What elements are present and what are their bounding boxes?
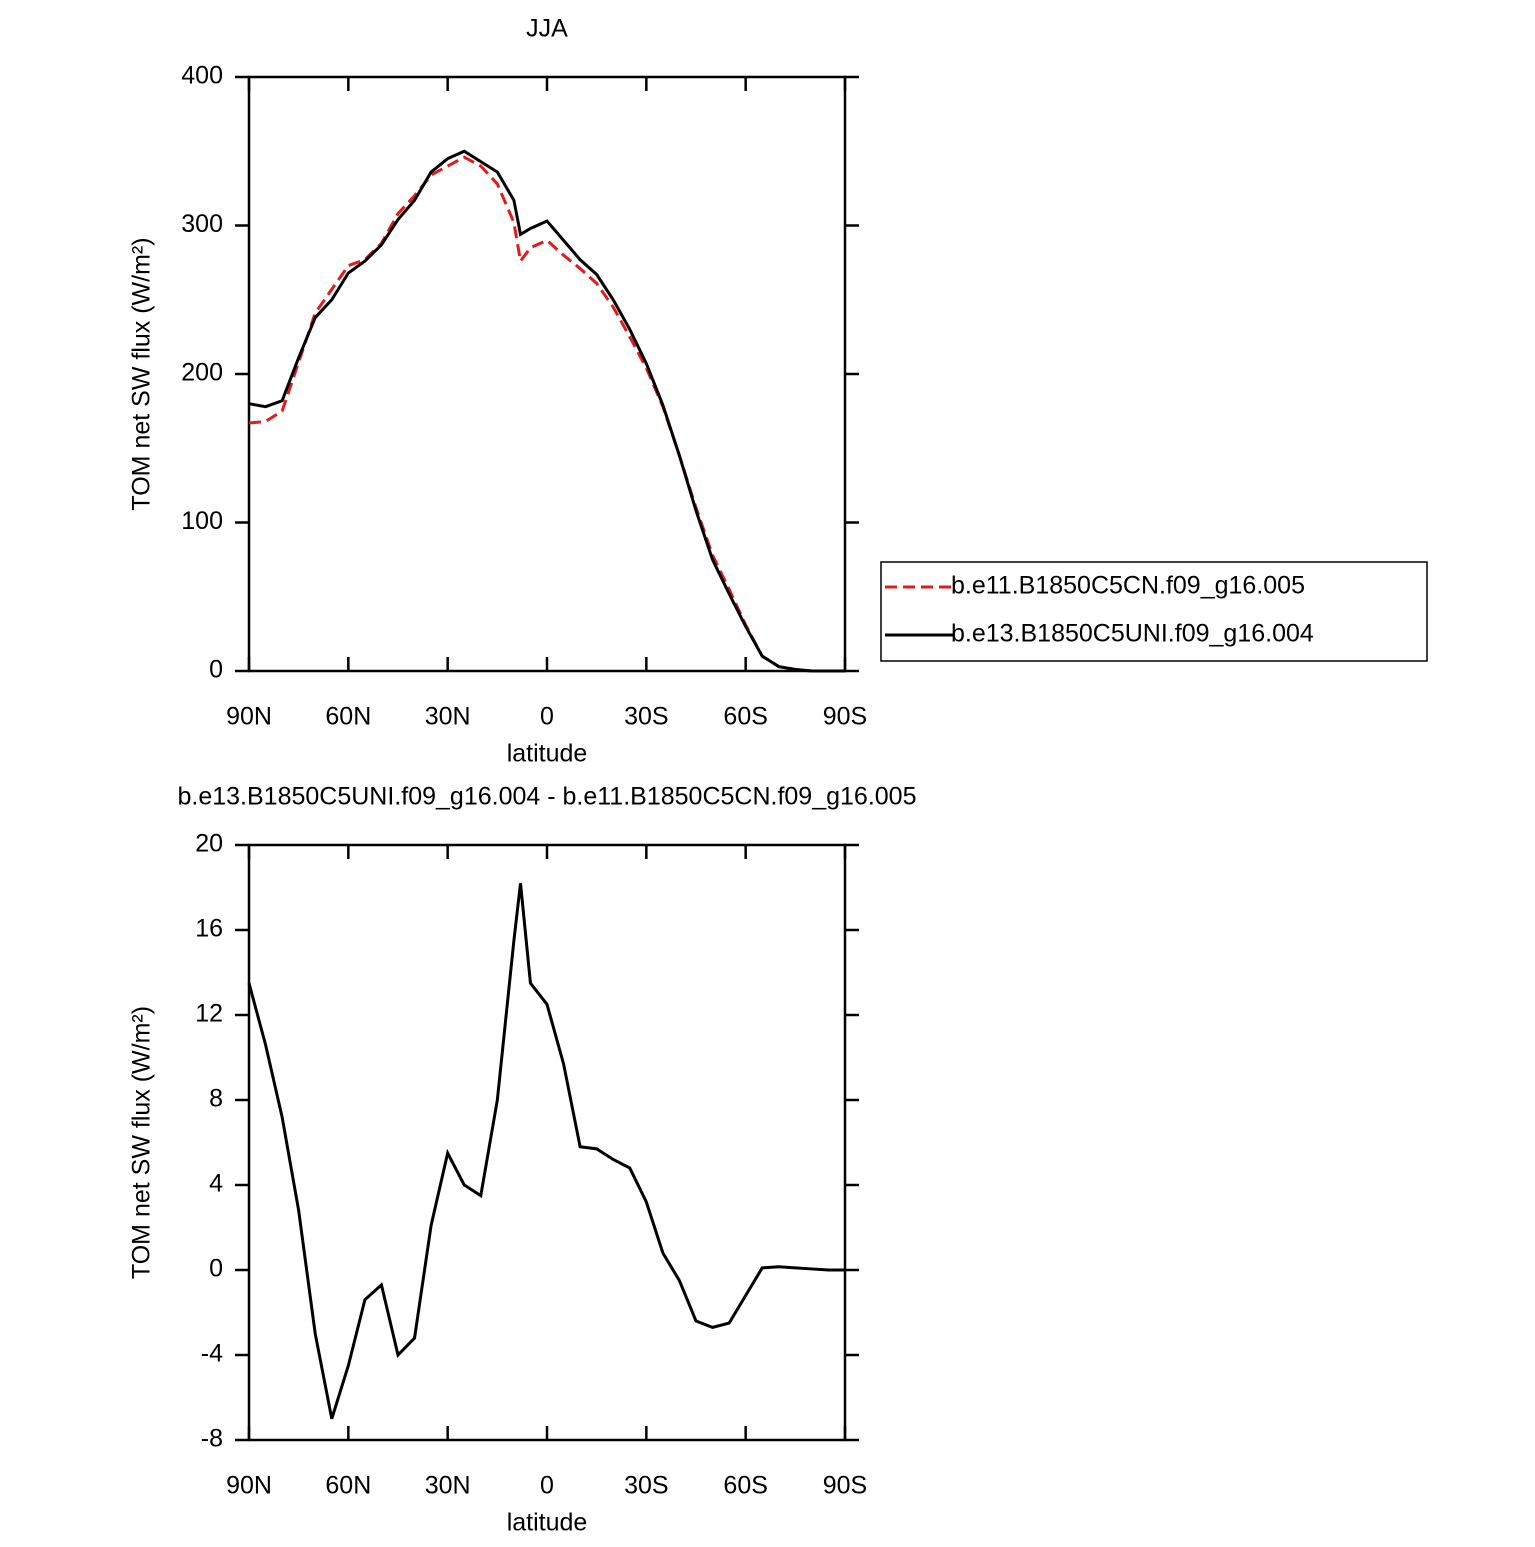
data-line (248, 149, 845, 673)
legend-label: b.e11.B1850C5CN.f09_g16.005 (951, 572, 1305, 600)
chart-title: b.e13.B1850C5UNI.f09_g16.004 - b.e11.B18… (178, 783, 917, 811)
x-tick-label: 90S (823, 1472, 867, 1500)
y-tick-label: 100 (181, 507, 223, 535)
y-tick-label: 0 (209, 656, 223, 684)
x-tick-label: 90N (226, 703, 272, 731)
legend-label: b.e13.B1850C5UNI.f09_g16.004 (951, 620, 1314, 648)
y-tick-label: 20 (195, 830, 223, 858)
y-axis-label: TOM net SW flux (W/m²) (128, 237, 156, 510)
y-tick-label: 300 (181, 210, 223, 238)
y-tick-label: 12 (195, 1000, 223, 1028)
x-axis-label: latitude (507, 1509, 588, 1537)
plot-frame (247, 75, 847, 673)
plot-frame (247, 843, 847, 1442)
y-axis-label: TOM net SW flux (W/m²) (128, 1006, 156, 1279)
x-tick-label: 0 (540, 1472, 554, 1500)
x-tick-label: 60N (325, 1472, 371, 1500)
y-tick-label: 0 (209, 1255, 223, 1283)
x-tick-label: 30N (425, 703, 471, 731)
y-tick-label: 400 (181, 62, 223, 90)
y-tick-label: 200 (181, 359, 223, 387)
chart-title: JJA (526, 15, 568, 43)
x-tick-label: 60S (723, 703, 767, 731)
data-line (248, 155, 845, 673)
y-tick-label: 4 (209, 1170, 223, 1198)
x-tick-label: 90N (226, 1472, 272, 1500)
x-axis-label: latitude (507, 740, 588, 768)
y-tick-label: 16 (195, 915, 223, 943)
y-tick-label: -8 (201, 1425, 223, 1453)
x-tick-label: 60N (325, 703, 371, 731)
y-tick-label: 8 (209, 1085, 223, 1113)
x-tick-label: 90S (823, 703, 867, 731)
x-tick-label: 30S (624, 703, 668, 731)
y-tick-label: -4 (201, 1340, 223, 1368)
x-tick-label: 30N (425, 1472, 471, 1500)
x-tick-label: 60S (723, 1472, 767, 1500)
legend-box (880, 561, 1428, 662)
data-line (247, 883, 845, 1420)
x-tick-label: 30S (624, 1472, 668, 1500)
x-tick-label: 0 (540, 703, 554, 731)
